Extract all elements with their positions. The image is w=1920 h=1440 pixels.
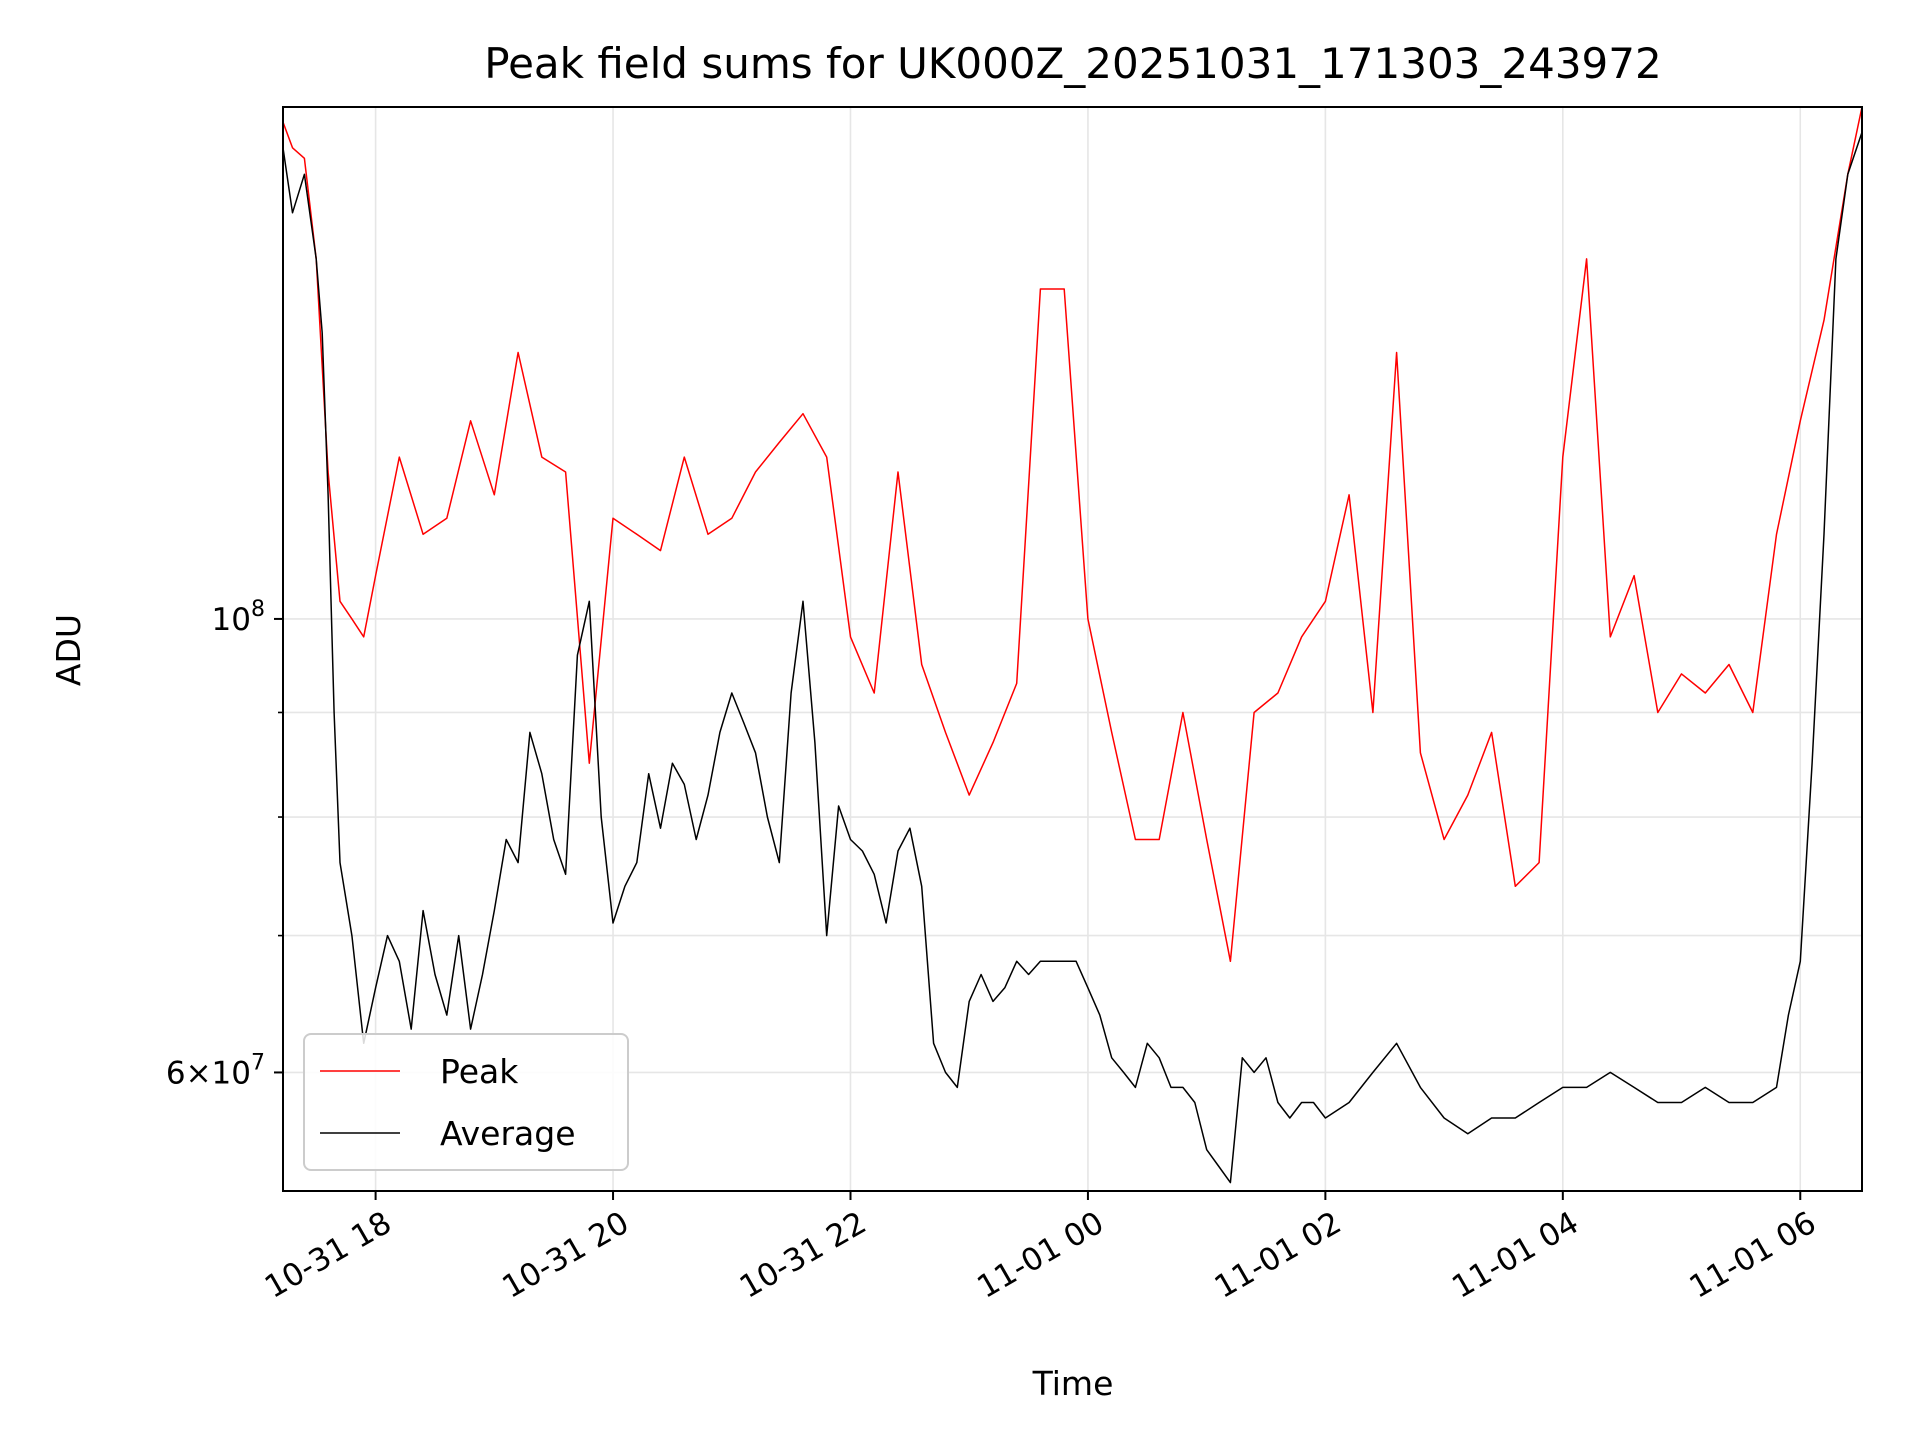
- y-tick-label-0: 108: [212, 597, 265, 638]
- series-line-average: [283, 132, 1862, 1184]
- legend: Peak Average: [303, 1033, 629, 1171]
- x-axis-label: Time: [1032, 1364, 1114, 1403]
- grid: [283, 107, 1862, 1191]
- legend-label-average: Average: [440, 1114, 576, 1153]
- legend-box: [303, 1033, 629, 1171]
- chart-title: Peak field sums for UK000Z_20251031_1713…: [484, 39, 1661, 88]
- y-axis-label: ADU: [49, 614, 88, 686]
- y-tick-label-1: 6×107: [166, 1050, 265, 1091]
- y-axis: 108 6×107: [166, 597, 283, 1091]
- plot-area: [283, 107, 1862, 1184]
- legend-label-peak: Peak: [440, 1052, 519, 1091]
- series-line-peak: [283, 107, 1862, 963]
- plot-frame: [282, 106, 1863, 1192]
